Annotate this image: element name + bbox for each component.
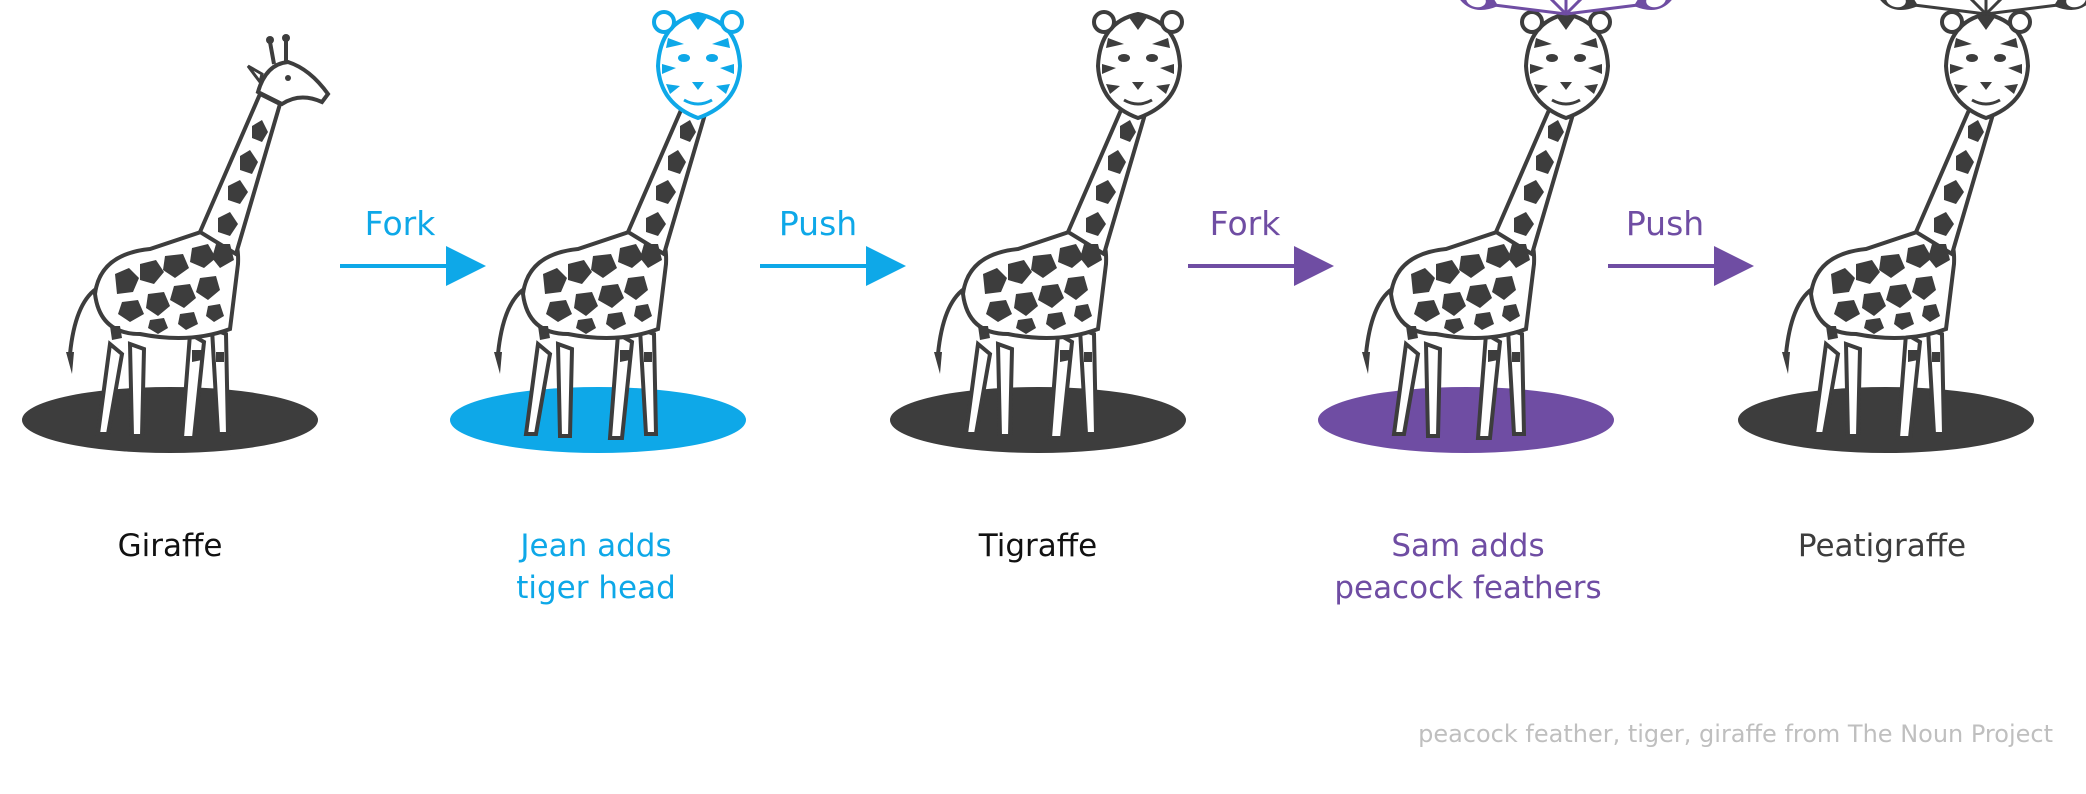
stage-label-tigraffe: Tigraffe xyxy=(978,528,1098,564)
stage-4 xyxy=(1318,0,1678,453)
tiger-head-4 xyxy=(1520,10,1612,120)
peacock-feathers-5 xyxy=(1874,0,2086,16)
stage-label-sam: Sam adds peacock feathers xyxy=(1334,528,1602,606)
platform-4 xyxy=(1318,387,1614,453)
platform-5 xyxy=(1738,387,2034,453)
stage-2 xyxy=(450,10,746,453)
stage-5 xyxy=(1738,0,2086,453)
stage-3 xyxy=(890,10,1186,453)
platform-3 xyxy=(890,387,1186,453)
stage-label-peatigraffe: Peatigraffe xyxy=(1797,528,1967,564)
tiger-head-2 xyxy=(652,10,744,120)
giraffe-body-2 xyxy=(492,92,710,440)
giraffe-body-1 xyxy=(64,92,282,440)
giraffe-body-4 xyxy=(1360,92,1578,440)
stage-label-giraffe: Giraffe xyxy=(117,528,223,564)
credit-text: peacock feather, tiger, giraffe from The… xyxy=(1418,720,2053,748)
platform-1 xyxy=(22,387,318,453)
figure-1 xyxy=(64,32,330,440)
figure-5 xyxy=(1780,0,2086,440)
stage-label-jean: Jean adds tiger head xyxy=(516,528,676,606)
tiger-head-5 xyxy=(1940,10,2032,120)
stage-1 xyxy=(22,32,330,453)
peacock-feathers-4 xyxy=(1454,0,1678,16)
giraffe-body-5 xyxy=(1780,92,1998,440)
tiger-head-3 xyxy=(1092,10,1184,120)
figure-2 xyxy=(492,10,744,440)
action-label-fork-1: Fork xyxy=(364,204,436,243)
action-label-fork-2: Fork xyxy=(1209,204,1281,243)
platform-2 xyxy=(450,387,746,453)
giraffe-body-3 xyxy=(932,92,1150,440)
action-label-push-2: Push xyxy=(1625,204,1705,243)
giraffe-head-1 xyxy=(246,32,330,106)
action-label-push-1: Push xyxy=(778,204,858,243)
